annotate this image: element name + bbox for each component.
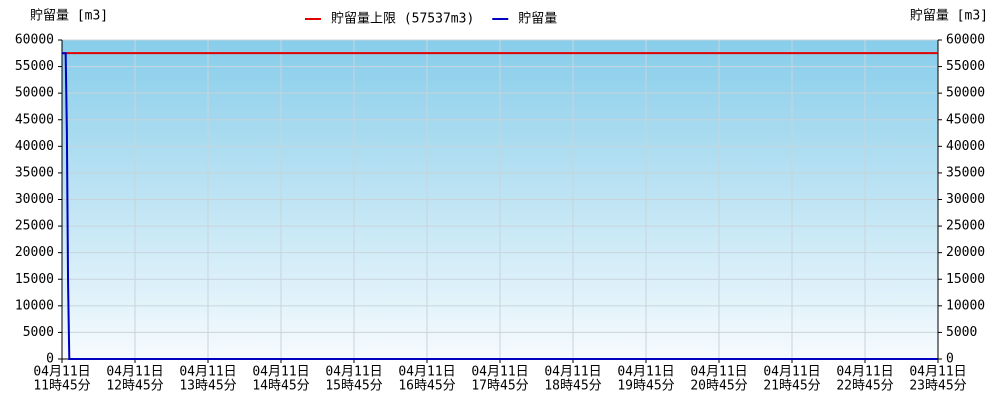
y2-axis-label: 貯留量 [m3] xyxy=(910,9,988,24)
y-tick-label: 30000 xyxy=(15,192,54,207)
legend: 貯留量上限 (57537m3) 貯留量 xyxy=(305,12,557,27)
x-tick-date: 04月11日 xyxy=(690,365,747,380)
y-tick-label: 40000 xyxy=(15,139,54,154)
y-tick-label: 10000 xyxy=(15,298,54,313)
x-tick-time: 15時45分 xyxy=(325,379,382,394)
x-tick-date: 04月11日 xyxy=(763,365,820,380)
x-tick-time: 12時45分 xyxy=(106,379,163,394)
y-tick-label: 45000 xyxy=(15,112,54,127)
y2-tick-label: 35000 xyxy=(946,165,985,180)
x-tick-time: 22時45分 xyxy=(836,379,893,394)
x-tick-time: 14時45分 xyxy=(252,379,309,394)
y-tick-label: 50000 xyxy=(15,86,54,101)
y2-tick-label: 15000 xyxy=(946,272,985,287)
x-tick-time: 17時45分 xyxy=(471,379,528,394)
y-tick-label: 60000 xyxy=(15,33,54,48)
y-tick-label: 55000 xyxy=(15,59,54,74)
x-tick-time: 21時45分 xyxy=(763,379,820,394)
x-tick-date: 04月11日 xyxy=(909,365,966,380)
y2-tick-label: 40000 xyxy=(946,139,985,154)
y-tick-label: 20000 xyxy=(15,245,54,260)
x-tick-date: 04月11日 xyxy=(325,365,382,380)
x-tick-time: 19時45分 xyxy=(617,379,674,394)
x-tick-date: 04月11日 xyxy=(617,365,674,380)
x-tick-date: 04月11日 xyxy=(544,365,601,380)
y2-tick-label: 5000 xyxy=(946,325,977,340)
series-line xyxy=(62,52,938,360)
x-tick-date: 04月11日 xyxy=(179,365,236,380)
y2-tick-label: 55000 xyxy=(946,59,985,74)
y-tick-label: 25000 xyxy=(15,219,54,234)
y2-tick-label: 10000 xyxy=(946,298,985,313)
y2-tick-label: 0 xyxy=(946,352,954,367)
x-tick-time: 20時45分 xyxy=(690,379,747,394)
y2-tick-label: 60000 xyxy=(946,33,985,48)
x-tick-time: 16時45分 xyxy=(398,379,455,394)
y2-tick-label: 45000 xyxy=(946,112,985,127)
x-tick-date: 04月11日 xyxy=(252,365,309,380)
x-tick-time: 23時45分 xyxy=(909,379,966,394)
x-tick-time: 18時45分 xyxy=(544,379,601,394)
legend-label: 貯留量上限 (57537m3) xyxy=(331,12,474,27)
x-tick-time: 13時45分 xyxy=(179,379,236,394)
y-tick-label: 15000 xyxy=(15,272,54,287)
y2-tick-label: 30000 xyxy=(946,192,985,207)
x-tick-date: 04月11日 xyxy=(471,365,528,380)
x-tick-date: 04月11日 xyxy=(398,365,455,380)
y2-tick-label: 50000 xyxy=(946,86,985,101)
x-tick-date: 04月11日 xyxy=(836,365,893,380)
y-tick-label: 35000 xyxy=(15,165,54,180)
y-tick-label: 5000 xyxy=(23,325,54,340)
y-tick-label: 0 xyxy=(46,352,54,367)
x-tick-time: 11時45分 xyxy=(33,379,90,394)
y-axis-label: 貯留量 [m3] xyxy=(30,9,108,24)
x-tick-date: 04月11日 xyxy=(106,365,163,380)
legend-label: 貯留量 xyxy=(518,12,557,27)
y2-tick-label: 20000 xyxy=(946,245,985,260)
x-tick-date: 04月11日 xyxy=(33,365,90,380)
y2-tick-label: 25000 xyxy=(946,219,985,234)
